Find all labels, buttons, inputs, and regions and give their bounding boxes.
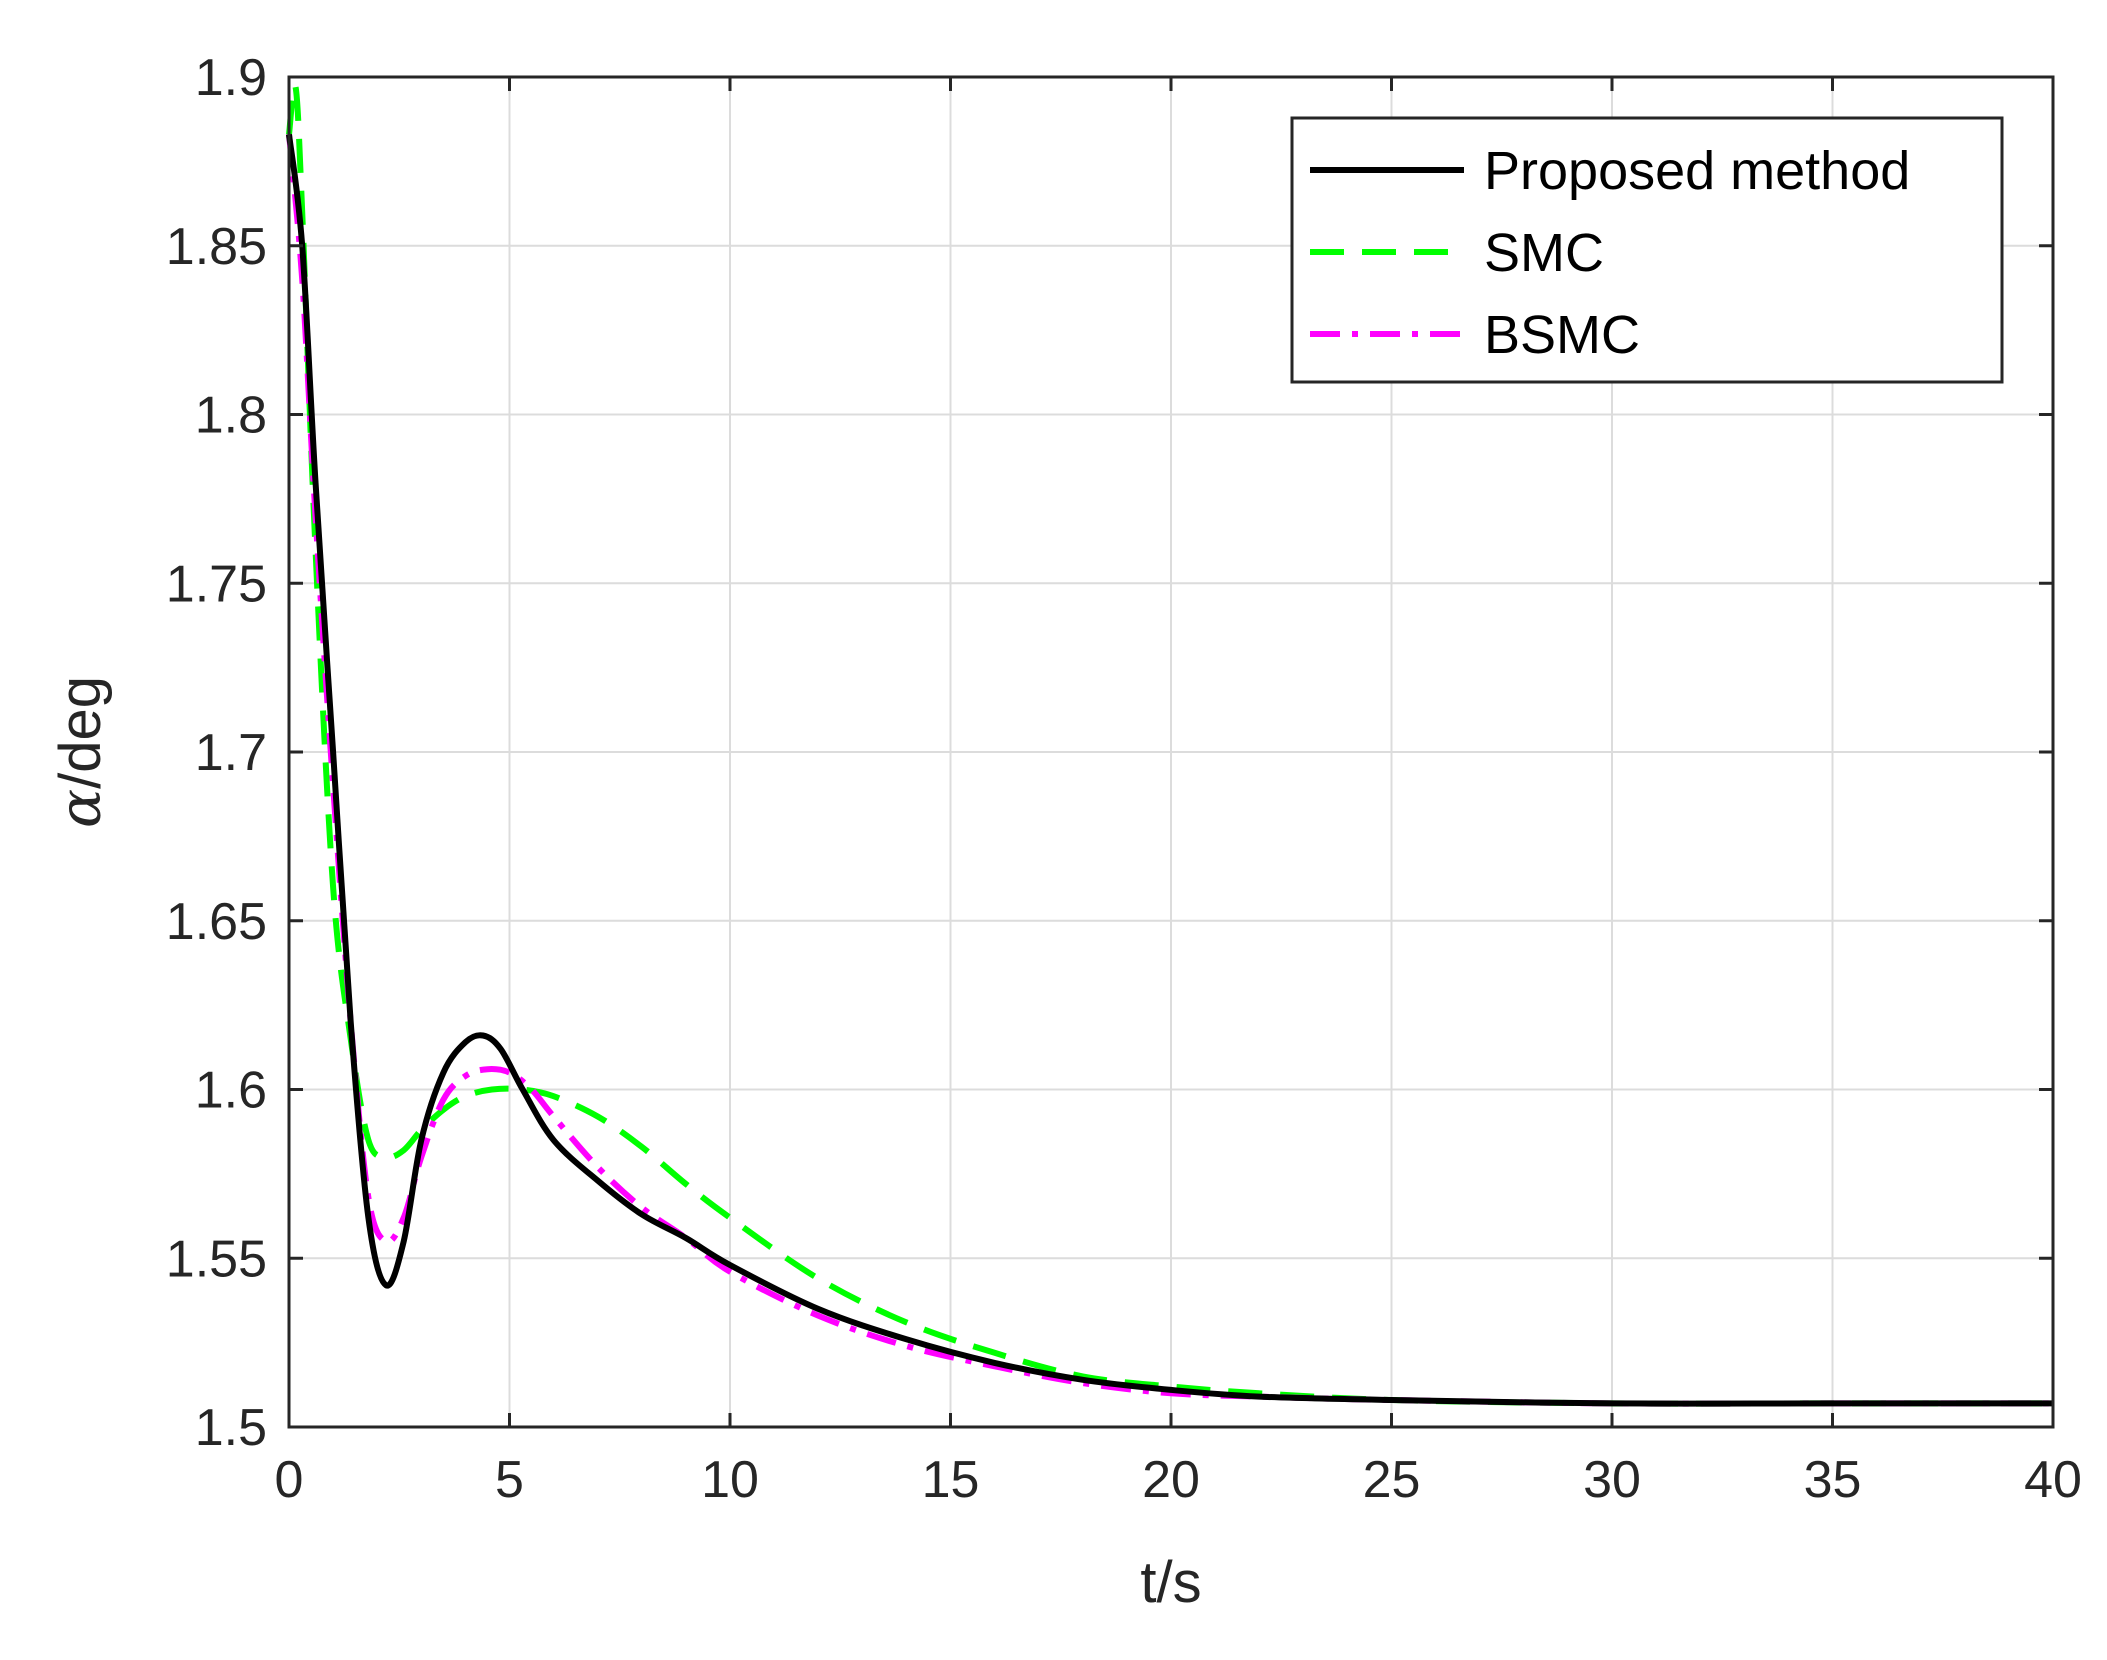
series-layer: [286, 82, 2054, 1407]
y-tick-label: 1.75: [166, 555, 267, 613]
y-tick-label: 1.85: [166, 218, 267, 276]
x-tick-label: 25: [1363, 1451, 1421, 1509]
x-tick-label: 5: [495, 1451, 524, 1509]
legend-box: [1290, 116, 2004, 384]
y-axis-symbol: α: [46, 789, 114, 828]
legend-entry: SMC: [1484, 223, 1604, 283]
tick-labels: 0 5 10 15 20 25 30 35 40 1.5 1.55 1.6 1.65 1.7 1.75 1.8…: [166, 49, 2082, 1509]
y-tick-label: 1.55: [166, 1230, 267, 1288]
y-axis-title: α/deg: [46, 676, 114, 828]
x-tick-label: 30: [1583, 1451, 1641, 1509]
x-axis-title: t/s: [1140, 1550, 1201, 1615]
x-tick-label: 35: [1804, 1451, 1862, 1509]
y-tick-label: 1.65: [166, 893, 267, 951]
y-axis-unit: /deg: [48, 676, 113, 789]
legend-entry: Proposed method: [1484, 141, 1910, 201]
x-tick-label: 20: [1142, 1451, 1200, 1509]
grid: [289, 77, 2053, 1427]
y-tick-label: 1.6: [195, 1062, 267, 1120]
y-tick-label: 1.5: [195, 1399, 267, 1457]
legend-entry: BSMC: [1484, 305, 1640, 365]
y-tick-label: 1.7: [195, 724, 267, 782]
x-tick-label: 10: [701, 1451, 759, 1509]
y-tick-label: 1.9: [195, 49, 267, 107]
series-line-proposed-method: [286, 134, 2054, 1407]
x-tick-label: 15: [922, 1451, 980, 1509]
legend: Proposed method SMC BSMC: [1290, 116, 2004, 384]
y-tick-label: 1.8: [195, 387, 267, 445]
x-tick-label: 40: [2024, 1451, 2082, 1509]
x-tick-label: 0: [275, 1451, 304, 1509]
axis-ticks: [287, 75, 2055, 1429]
